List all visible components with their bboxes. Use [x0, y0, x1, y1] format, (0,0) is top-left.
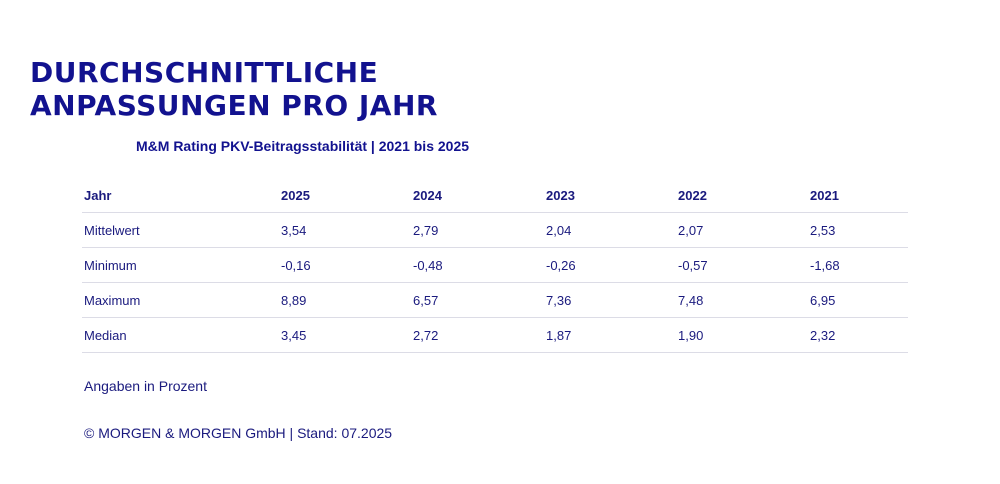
header-2022: 2022	[678, 187, 707, 203]
header-2021: 2021	[810, 187, 839, 203]
row-label: Median	[84, 327, 127, 343]
table-cell: -0,48	[413, 257, 443, 273]
copyright-footer: © MORGEN & MORGEN GmbH | Stand: 07.2025	[84, 425, 393, 441]
header-2024: 2024	[413, 187, 442, 203]
header-jahr: Jahr	[84, 187, 112, 203]
table-cell: -0,57	[678, 257, 708, 273]
statistics-table: Jahr 2025 2024 2023 2022 2021 Mittelwert…	[82, 178, 908, 353]
table-row-mittelwert: Mittelwert 3,54 2,79 2,04 2,07 2,53	[82, 213, 908, 248]
table-cell: 2,53	[810, 222, 836, 238]
table-header-row: Jahr 2025 2024 2023 2022 2021	[82, 178, 908, 213]
table-cell: 2,32	[810, 327, 836, 343]
row-label: Mittelwert	[84, 222, 140, 238]
table-cell: 6,57	[413, 292, 439, 308]
header-2023: 2023	[546, 187, 575, 203]
title-line-1: DURCHSCHNITTLICHE	[30, 56, 379, 89]
table-cell: 1,87	[546, 327, 572, 343]
row-label: Minimum	[84, 257, 137, 273]
table-cell: 3,54	[281, 222, 307, 238]
title-line-2: ANPASSUNGEN PRO JAHR	[30, 89, 438, 122]
table-cell: 6,95	[810, 292, 836, 308]
table-cell: -1,68	[810, 257, 840, 273]
table-cell: 8,89	[281, 292, 307, 308]
unit-note: Angaben in Prozent	[84, 378, 207, 394]
table-cell: 3,45	[281, 327, 307, 343]
table-row-minimum: Minimum -0,16 -0,48 -0,26 -0,57 -1,68	[82, 248, 908, 283]
table-cell: 1,90	[678, 327, 704, 343]
table-subtitle: M&M Rating PKV-Beitragsstabilität | 2021…	[136, 138, 470, 154]
table-cell: 7,36	[546, 292, 572, 308]
table-row-median: Median 3,45 2,72 1,87 1,90 2,32	[82, 318, 908, 353]
table-cell: 2,04	[546, 222, 572, 238]
header-2025: 2025	[281, 187, 310, 203]
row-label: Maximum	[84, 292, 141, 308]
table-cell: 2,72	[413, 327, 439, 343]
table-row-maximum: Maximum 8,89 6,57 7,36 7,48 6,95	[82, 283, 908, 318]
table-cell: -0,26	[546, 257, 576, 273]
table-cell: -0,16	[281, 257, 311, 273]
table-cell: 2,79	[413, 222, 439, 238]
table-cell: 7,48	[678, 292, 704, 308]
table-cell: 2,07	[678, 222, 704, 238]
page-title: DURCHSCHNITTLICHE ANPASSUNGEN PRO JAHR	[30, 56, 438, 122]
